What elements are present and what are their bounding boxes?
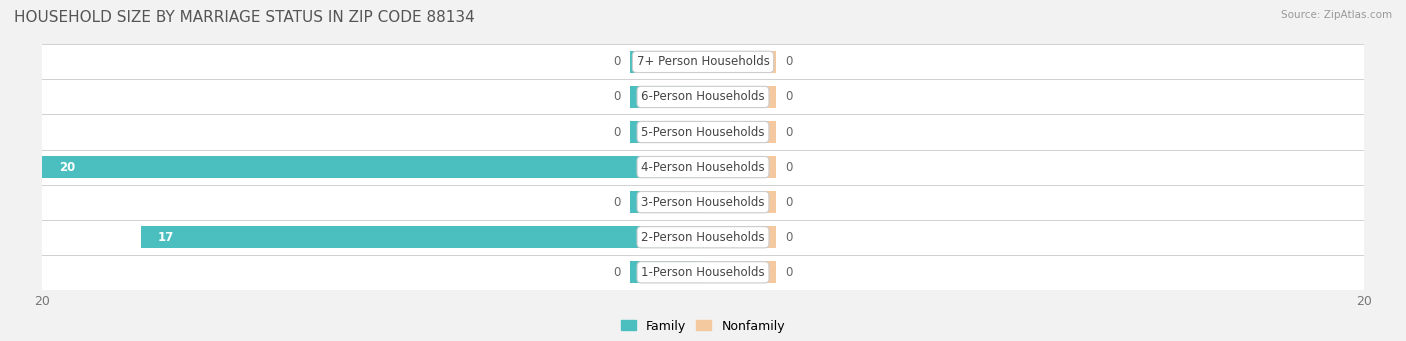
Text: 0: 0 xyxy=(786,266,793,279)
Text: 4-Person Households: 4-Person Households xyxy=(641,161,765,174)
Bar xyxy=(25,44,1381,79)
Text: 3-Person Households: 3-Person Households xyxy=(641,196,765,209)
Text: 0: 0 xyxy=(786,161,793,174)
Bar xyxy=(25,220,1381,255)
Text: 0: 0 xyxy=(786,231,793,244)
Text: 0: 0 xyxy=(613,125,620,138)
Bar xyxy=(703,262,776,283)
Bar xyxy=(25,79,1381,115)
Bar xyxy=(630,121,703,143)
Bar xyxy=(25,150,1381,184)
Text: 0: 0 xyxy=(613,90,620,103)
Bar xyxy=(25,115,1381,150)
Bar xyxy=(703,156,776,178)
Legend: Family, Nonfamily: Family, Nonfamily xyxy=(616,315,790,338)
Text: 1-Person Households: 1-Person Households xyxy=(641,266,765,279)
Text: 5-Person Households: 5-Person Households xyxy=(641,125,765,138)
Bar xyxy=(42,156,703,178)
Bar xyxy=(630,51,703,73)
Bar xyxy=(25,184,1381,220)
Text: Source: ZipAtlas.com: Source: ZipAtlas.com xyxy=(1281,10,1392,20)
Text: 7+ Person Households: 7+ Person Households xyxy=(637,55,769,68)
Bar xyxy=(630,191,703,213)
Text: 0: 0 xyxy=(613,196,620,209)
Text: 2-Person Households: 2-Person Households xyxy=(641,231,765,244)
Bar xyxy=(630,86,703,108)
Text: 0: 0 xyxy=(786,125,793,138)
Bar xyxy=(630,262,703,283)
Text: 0: 0 xyxy=(786,55,793,68)
Bar xyxy=(703,86,776,108)
Bar xyxy=(141,226,703,248)
Bar xyxy=(703,51,776,73)
Bar xyxy=(703,121,776,143)
Text: 17: 17 xyxy=(157,231,174,244)
Text: 6-Person Households: 6-Person Households xyxy=(641,90,765,103)
Text: 20: 20 xyxy=(59,161,75,174)
Text: 0: 0 xyxy=(613,266,620,279)
Text: 0: 0 xyxy=(613,55,620,68)
Text: 0: 0 xyxy=(786,196,793,209)
Text: HOUSEHOLD SIZE BY MARRIAGE STATUS IN ZIP CODE 88134: HOUSEHOLD SIZE BY MARRIAGE STATUS IN ZIP… xyxy=(14,10,475,25)
Bar xyxy=(703,226,776,248)
Text: 0: 0 xyxy=(786,90,793,103)
Bar xyxy=(703,191,776,213)
Bar xyxy=(25,255,1381,290)
